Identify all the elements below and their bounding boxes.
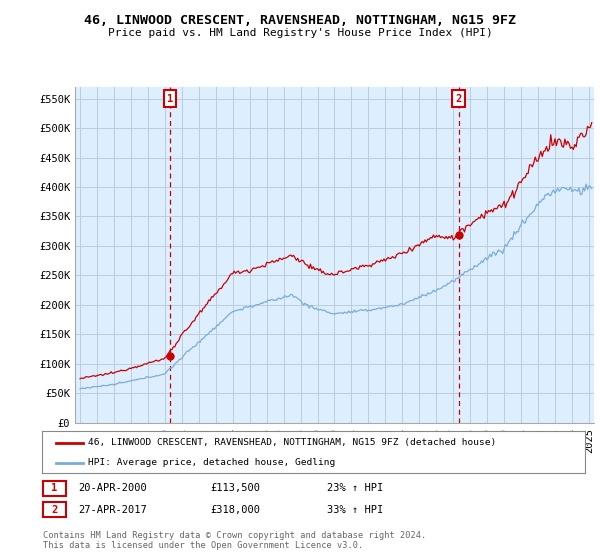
Text: 27-APR-2017: 27-APR-2017: [78, 505, 147, 515]
Text: £113,500: £113,500: [210, 483, 260, 493]
Text: Price paid vs. HM Land Registry's House Price Index (HPI): Price paid vs. HM Land Registry's House …: [107, 28, 493, 38]
Text: 33% ↑ HPI: 33% ↑ HPI: [327, 505, 383, 515]
Text: 2: 2: [52, 505, 58, 515]
Text: 1: 1: [167, 94, 173, 104]
Text: 1: 1: [52, 483, 58, 493]
Text: Contains HM Land Registry data © Crown copyright and database right 2024.
This d: Contains HM Land Registry data © Crown c…: [43, 531, 427, 550]
Text: 2: 2: [455, 94, 462, 104]
Text: 20-APR-2000: 20-APR-2000: [78, 483, 147, 493]
Text: HPI: Average price, detached house, Gedling: HPI: Average price, detached house, Gedl…: [88, 458, 335, 467]
Text: £318,000: £318,000: [210, 505, 260, 515]
Text: 46, LINWOOD CRESCENT, RAVENSHEAD, NOTTINGHAM, NG15 9FZ (detached house): 46, LINWOOD CRESCENT, RAVENSHEAD, NOTTIN…: [88, 438, 496, 447]
Text: 46, LINWOOD CRESCENT, RAVENSHEAD, NOTTINGHAM, NG15 9FZ: 46, LINWOOD CRESCENT, RAVENSHEAD, NOTTIN…: [84, 14, 516, 27]
Text: 23% ↑ HPI: 23% ↑ HPI: [327, 483, 383, 493]
